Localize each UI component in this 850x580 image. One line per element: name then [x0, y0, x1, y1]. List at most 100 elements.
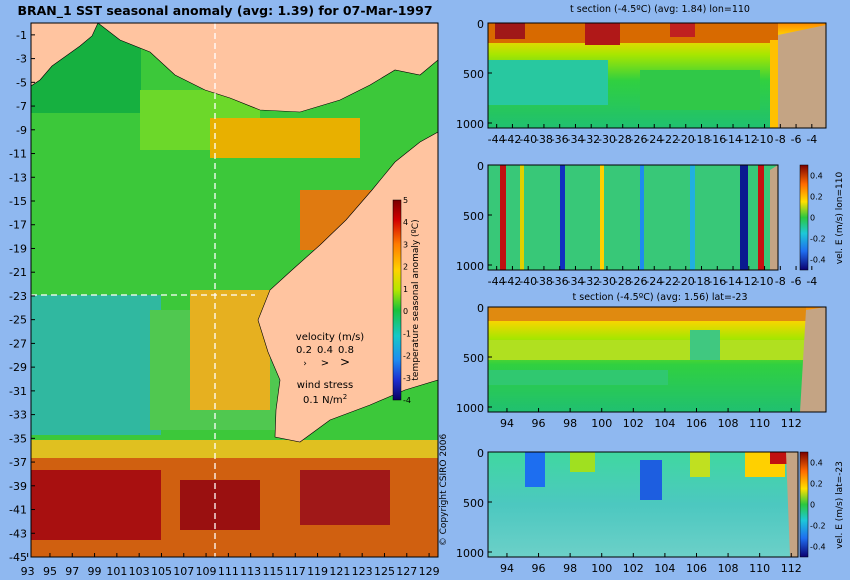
- map-longitude-axis: 93 95 97 99 101 103 105 107 109 111 113 115 117 119 12…: [21, 553, 440, 578]
- panel1-latitude-axis: -44-42-40-38-36-34-32-30-28-26-24-22-20-…: [488, 124, 817, 146]
- x-tick-label: -16: [708, 275, 726, 288]
- sst-colorbar: [392, 199, 402, 401]
- x-tick-label: -34: [566, 133, 584, 146]
- x-tick-label: -6: [791, 133, 802, 146]
- x-tick-label: -30: [598, 275, 616, 288]
- x-tick-label: -18: [693, 133, 711, 146]
- panel2-plot: [487, 164, 779, 271]
- depth-tick-label: 1000: [456, 260, 484, 273]
- depth-tick-label: 0: [477, 160, 484, 173]
- x-tick-label: -36: [551, 275, 569, 288]
- depth-tick-label: 500: [463, 497, 484, 510]
- sst-colorbar-tick: 2: [403, 263, 408, 272]
- lon-tick-label: 105: [151, 565, 172, 578]
- map-plot: [31, 23, 438, 557]
- x-tick-label: 98: [563, 417, 577, 430]
- x-tick-label: -4: [806, 275, 817, 288]
- x-tick-label: -10: [756, 275, 774, 288]
- panel3-title: t section (-4.5ºC) (avg: 1.56) lat=-23: [573, 292, 748, 303]
- velocity-arrow-mid: >: [321, 358, 329, 369]
- x-tick-label: 106: [686, 562, 707, 575]
- x-tick-label: -4: [806, 133, 817, 146]
- x-tick-label: 106: [686, 417, 707, 430]
- x-tick-label: -14: [724, 275, 742, 288]
- sst-colorbar-ticks: 5 4 3 2 1 0 -1 -2 -3 -4: [403, 196, 411, 405]
- panel4-longitude-axis: 94 96 98 100 102 104 106 108 110 112: [500, 553, 802, 575]
- lat-tick-label: -5: [16, 76, 27, 89]
- sumatra-land: [31, 23, 99, 87]
- vel-colorbar-tick: -0.4: [810, 543, 826, 552]
- lat-tick-label: -19: [9, 242, 27, 255]
- velocity-scale-0-8: 0.8: [338, 345, 354, 356]
- lat-tick-label: -23: [9, 290, 27, 303]
- panel4-colorbar-label: vel. E (m/s) lat=-23: [835, 461, 845, 549]
- lon-tick-label: 127: [396, 565, 417, 578]
- copyright: © Copyright CSIRO 2006: [439, 434, 449, 547]
- x-tick-label: -38: [535, 133, 553, 146]
- depth-tick-label: 1000: [456, 402, 484, 415]
- x-tick-label: 104: [654, 562, 675, 575]
- vel-colorbar-tick: 0.4: [810, 172, 823, 181]
- panel1-plot: [487, 22, 827, 129]
- lon-tick-label: 121: [329, 565, 350, 578]
- panel3-longitude-axis: 94 96 98 100 102 104 106 108 110 112: [500, 408, 802, 430]
- x-tick-label: -18: [693, 275, 711, 288]
- panel4-plot: [487, 451, 799, 558]
- x-tick-label: -8: [775, 133, 786, 146]
- panel2-colorbar-label: vel. E (m/s) lon=110: [835, 172, 845, 265]
- wind-stress-label: wind stress: [297, 380, 353, 391]
- x-tick-label: -24: [645, 133, 663, 146]
- x-tick-label: 104: [654, 417, 675, 430]
- x-tick-label: -26: [630, 133, 648, 146]
- lat-tick-label: -25: [9, 314, 27, 327]
- ocean-anomaly-yellow-band: [31, 440, 438, 458]
- x-tick-label: 94: [500, 417, 514, 430]
- velocity-legend: velocity (m/s) 0.2 0.4 0.8 › > > wind st…: [296, 332, 364, 406]
- lat-tick-label: -15: [9, 195, 27, 208]
- x-tick-label: 100: [591, 417, 612, 430]
- x-tick-label: 112: [781, 562, 802, 575]
- panel3-depth-axis: 0 500 1000: [456, 302, 492, 415]
- x-tick-label: -40: [519, 133, 537, 146]
- x-tick-label: -20: [677, 275, 695, 288]
- lat-tick-label: -7: [16, 100, 27, 113]
- x-tick-label: 96: [532, 417, 546, 430]
- panel2-depth-axis: 0 500 1000: [456, 160, 492, 273]
- x-tick-label: 108: [718, 562, 739, 575]
- depth-tick-label: 0: [477, 447, 484, 460]
- sst-colorbar-tick: -1: [403, 329, 411, 338]
- lat-tick-label: -45: [9, 551, 27, 564]
- lon-tick-label: 111: [218, 565, 239, 578]
- x-tick-label: -24: [645, 275, 663, 288]
- depth-tick-label: 1000: [456, 118, 484, 131]
- lon-tick-label: 107: [173, 565, 194, 578]
- x-tick-label: -32: [582, 275, 600, 288]
- ocean-anomaly-orange-tongue: [190, 290, 270, 410]
- x-tick-label: -6: [791, 275, 802, 288]
- velocity-label: velocity (m/s): [296, 332, 364, 343]
- lat-tick-label: -3: [16, 53, 27, 66]
- lon-tick-label: 125: [374, 565, 395, 578]
- lat-tick-label: -43: [9, 527, 27, 540]
- lon-tick-label: 109: [196, 565, 217, 578]
- sst-colorbar-tick: 4: [403, 218, 408, 227]
- depth-tick-label: 500: [463, 210, 484, 223]
- x-tick-label: -32: [582, 133, 600, 146]
- panel2-latitude-axis: -44-42-40-38-36-34-32-30-28-26-24-22-20-…: [488, 266, 817, 288]
- x-tick-label: -44: [488, 133, 506, 146]
- x-tick-label: -38: [535, 275, 553, 288]
- x-tick-label: 112: [781, 417, 802, 430]
- x-tick-label: -22: [661, 133, 679, 146]
- x-tick-label: -34: [566, 275, 584, 288]
- lat-tick-label: -11: [9, 148, 27, 161]
- depth-tick-label: 0: [477, 18, 484, 31]
- lon-tick-label: 115: [262, 565, 283, 578]
- x-tick-label: -16: [708, 133, 726, 146]
- wind-stress-value: 0.1 N/m2: [303, 393, 347, 406]
- sst-colorbar-tick: 0: [403, 307, 408, 316]
- vel-colorbar-tick: 0.2: [810, 480, 823, 489]
- x-tick-label: -36: [551, 133, 569, 146]
- x-tick-label: -14: [724, 133, 742, 146]
- lat-tick-label: -37: [9, 456, 27, 469]
- x-tick-label: -8: [775, 275, 786, 288]
